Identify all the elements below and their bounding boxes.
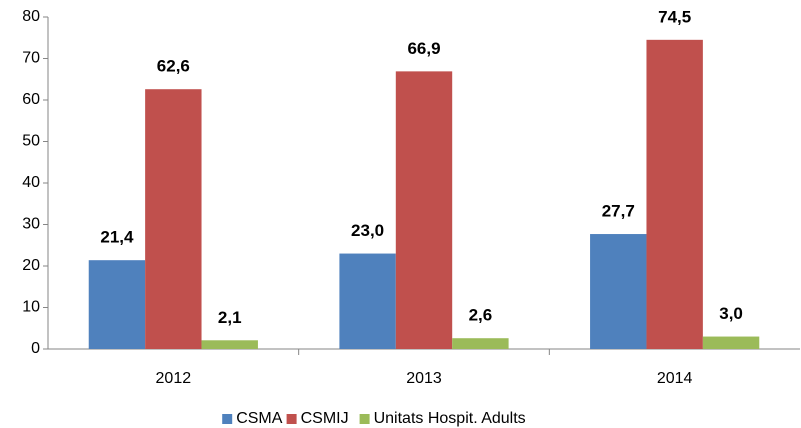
bar — [590, 234, 647, 349]
x-tick-label: 2014 — [657, 370, 693, 387]
data-label: 23,0 — [351, 221, 384, 240]
y-tick-label: 50 — [22, 133, 40, 150]
data-label: 66,9 — [407, 39, 440, 58]
y-tick-label: 20 — [22, 257, 40, 274]
y-tick-label: 80 — [22, 8, 40, 25]
bar — [201, 340, 258, 349]
y-tick-label: 70 — [22, 50, 40, 67]
bar — [702, 336, 760, 349]
y-tick-label: 30 — [22, 216, 40, 233]
data-label: 21,4 — [100, 228, 134, 247]
legend-label: Unitats Hospit. Adults — [374, 410, 526, 427]
y-tick-label: 0 — [31, 340, 40, 357]
bar — [145, 89, 202, 350]
legend-swatch — [222, 414, 233, 424]
bar — [646, 39, 703, 349]
y-tick-label: 60 — [22, 91, 40, 108]
bar — [452, 338, 509, 349]
y-tick-label: 40 — [22, 174, 40, 191]
bar — [339, 253, 396, 349]
bar — [395, 71, 453, 350]
data-label: 2,6 — [469, 306, 493, 325]
x-tick-label: 2013 — [406, 370, 442, 387]
bar — [88, 260, 146, 349]
legend-swatch — [286, 414, 297, 424]
legend-swatch — [359, 414, 370, 424]
data-label: 3,0 — [719, 304, 743, 323]
y-tick-label: 10 — [22, 299, 40, 316]
legend-label: CSMA — [236, 410, 283, 427]
x-tick-label: 2012 — [156, 370, 192, 387]
data-label: 27,7 — [602, 202, 635, 221]
legend-label: CSMIJ — [301, 410, 349, 427]
data-label: 2,1 — [218, 308, 242, 327]
data-label: 74,5 — [658, 7, 691, 26]
data-label: 62,6 — [157, 57, 190, 76]
